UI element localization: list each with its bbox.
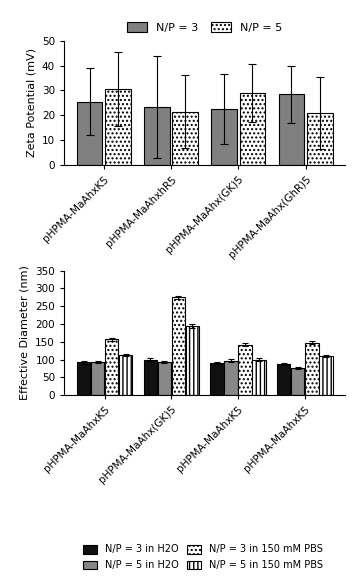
Bar [144,106,170,165]
Legend: N/P = 3 in H2O, N/P = 5 in H2O, N/P = 3 in 150 mM PBS, N/P = 5 in 150 mM PBS: N/P = 3 in H2O, N/P = 5 in H2O, N/P = 3 … [83,544,323,571]
Legend: N/P = 3, N/P = 5: N/P = 3, N/P = 5 [127,22,283,33]
Bar [77,363,90,395]
Bar [105,89,131,165]
Bar [211,109,237,165]
Bar [277,364,290,395]
Bar [239,345,252,395]
Y-axis label: Effective Diameter (nm): Effective Diameter (nm) [20,266,30,400]
Bar [105,339,118,395]
Bar [279,94,304,165]
Bar [240,93,265,165]
Bar [77,102,103,165]
Bar [224,361,238,395]
Bar [210,363,224,395]
Y-axis label: Zeta Potential (mV): Zeta Potential (mV) [26,48,36,157]
Bar [172,297,185,395]
Bar [319,356,333,395]
Bar [305,343,319,395]
Bar [172,112,198,165]
Bar [186,326,199,395]
Bar [158,362,171,395]
Bar [307,113,333,165]
Bar [252,360,266,395]
Bar [119,355,132,395]
Bar [291,368,304,395]
Bar [91,362,104,395]
Bar [143,360,157,395]
